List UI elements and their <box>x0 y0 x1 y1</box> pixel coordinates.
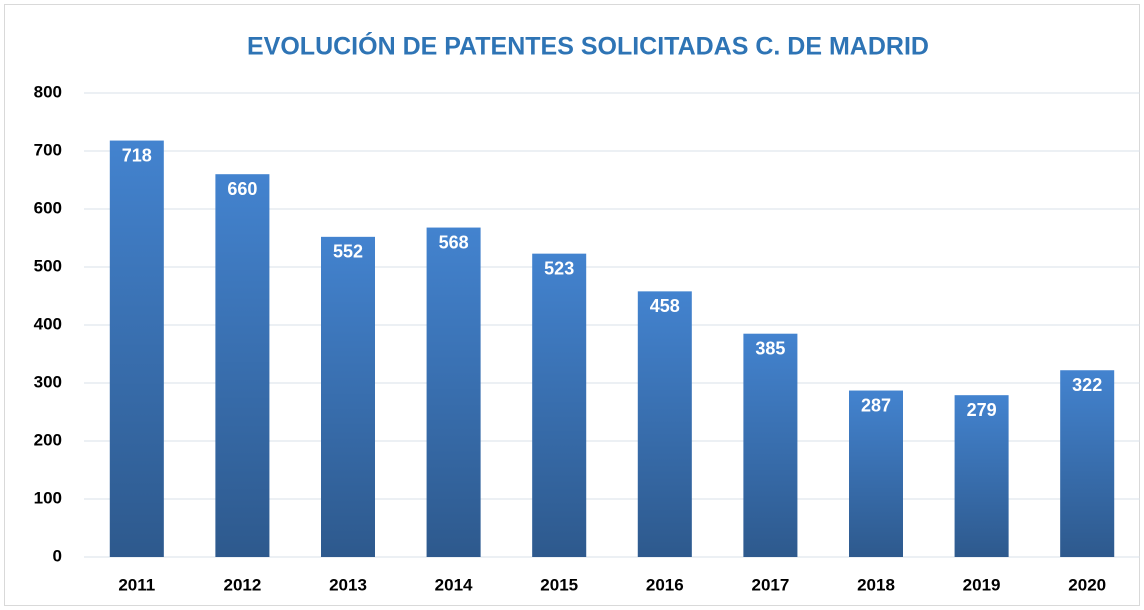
y-tick-label: 0 <box>53 546 62 565</box>
x-tick-label: 2014 <box>435 575 473 594</box>
y-tick-label: 100 <box>34 488 62 507</box>
data-label: 660 <box>227 179 257 199</box>
bar-shade <box>743 333 798 557</box>
bar-shade <box>109 140 164 557</box>
data-label: 322 <box>1072 375 1102 395</box>
x-tick-label: 2019 <box>963 575 1001 594</box>
x-tick-label: 2017 <box>751 575 789 594</box>
chart-title: EVOLUCIÓN DE PATENTES SOLICITADAS C. DE … <box>247 31 929 61</box>
bar-shade <box>426 227 481 557</box>
data-label: 458 <box>650 296 680 316</box>
bar-shade <box>849 390 903 557</box>
bar-shade <box>954 395 1009 557</box>
data-label: 718 <box>122 145 152 165</box>
bar-shade <box>532 253 587 557</box>
data-label: 279 <box>967 400 997 420</box>
data-label: 385 <box>755 338 785 358</box>
x-tick-label: 2016 <box>646 575 684 594</box>
data-label: 552 <box>333 242 363 262</box>
x-tick-label: 2018 <box>857 575 895 594</box>
x-tick-label: 2020 <box>1068 575 1106 594</box>
bar-shade <box>1060 370 1115 557</box>
y-tick-label: 300 <box>34 372 62 391</box>
y-tick-label: 200 <box>34 430 62 449</box>
data-label: 568 <box>439 232 469 252</box>
y-tick-label: 800 <box>34 82 62 101</box>
bar-shade <box>215 174 270 557</box>
data-label: 287 <box>861 395 891 415</box>
x-tick-label: 2013 <box>329 575 367 594</box>
x-tick-label: 2011 <box>118 575 155 594</box>
data-label: 523 <box>544 258 574 278</box>
y-tick-label: 600 <box>34 198 62 217</box>
x-tick-label: 2015 <box>540 575 578 594</box>
x-tick-label: 2012 <box>223 575 261 594</box>
bar-shade <box>321 236 375 557</box>
y-tick-label: 700 <box>34 140 62 159</box>
y-tick-label: 500 <box>34 256 62 275</box>
y-tick-label: 400 <box>34 314 62 333</box>
bar-shade <box>637 291 692 557</box>
